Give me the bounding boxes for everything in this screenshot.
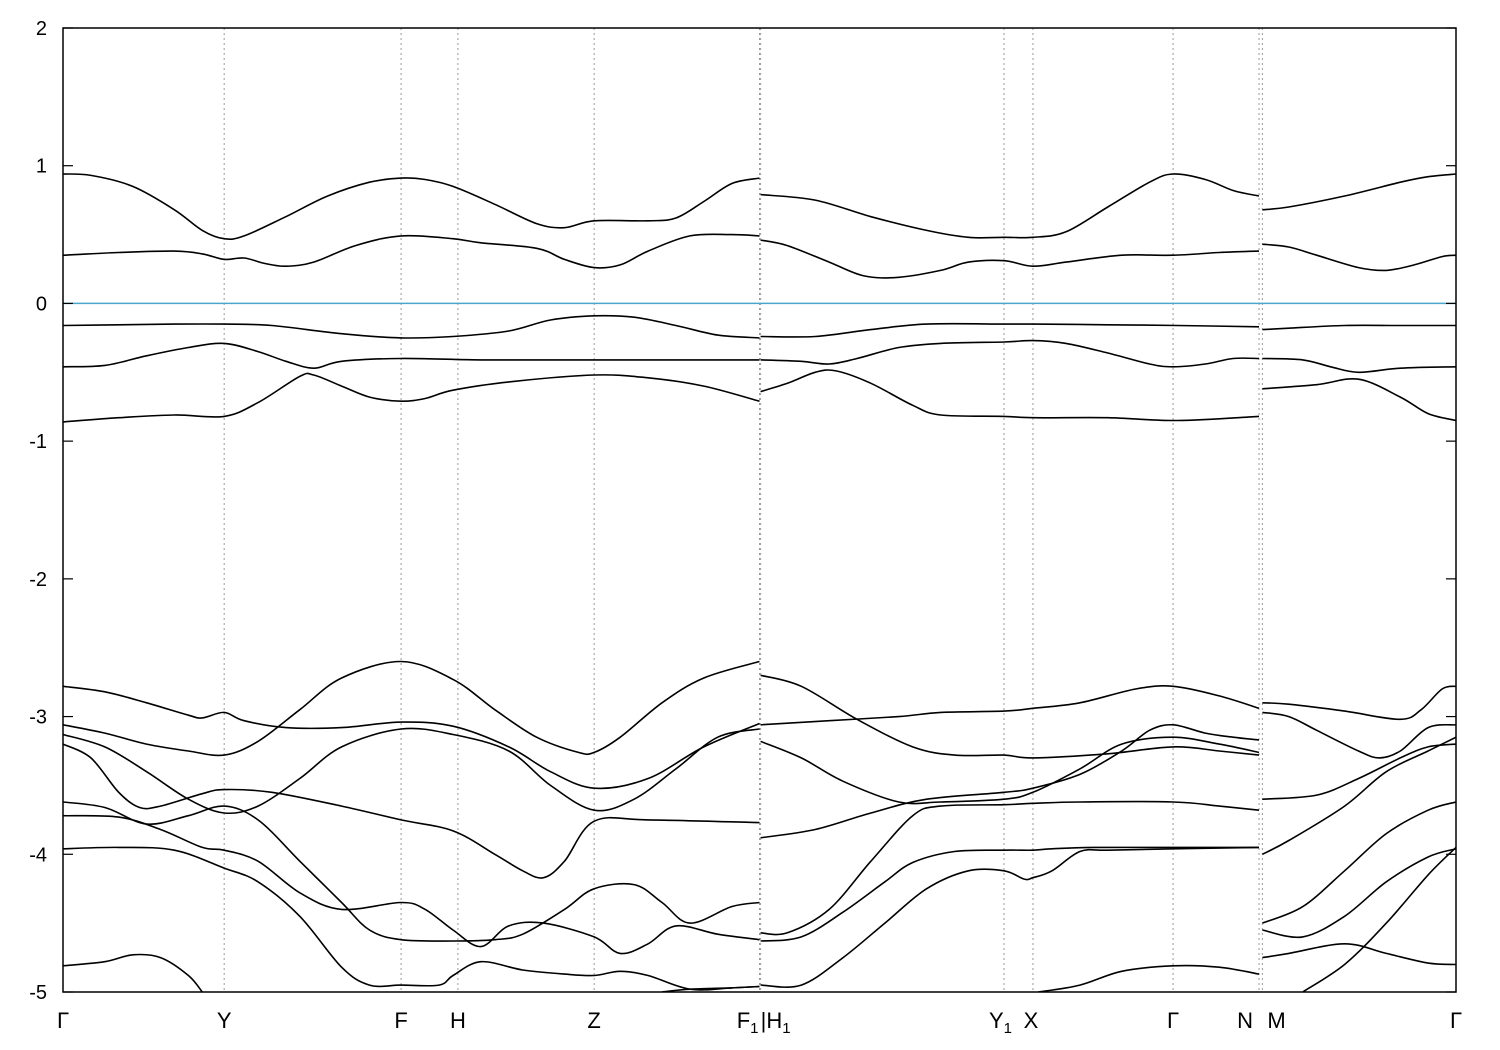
y-tick-label: 2 bbox=[36, 18, 47, 40]
band-lines bbox=[63, 173, 1456, 992]
kpoint-label: M bbox=[1267, 1008, 1285, 1033]
kpoint-label: Y bbox=[217, 1008, 232, 1033]
y-tick-label: -3 bbox=[29, 707, 47, 729]
y-tick-label: -5 bbox=[29, 982, 47, 1004]
band-line bbox=[760, 736, 1260, 805]
band-line bbox=[63, 233, 760, 269]
kpoint-gridlines bbox=[223, 28, 1263, 992]
band-line bbox=[1262, 848, 1456, 939]
y-tick-label: 0 bbox=[36, 293, 47, 315]
band-line bbox=[661, 985, 760, 992]
kpoint-label: Y1 bbox=[989, 1008, 1012, 1037]
band-line bbox=[1262, 377, 1456, 422]
band-line bbox=[760, 846, 1259, 942]
band-line bbox=[760, 173, 1260, 239]
band-line bbox=[1262, 357, 1456, 374]
kpoint-label: F1 bbox=[737, 1008, 759, 1037]
band-line bbox=[1262, 942, 1456, 966]
band-line bbox=[1262, 685, 1456, 721]
kpoint-label: Γ bbox=[57, 1008, 69, 1033]
band-line bbox=[63, 372, 760, 423]
plot-frame bbox=[62, 27, 1457, 993]
kpoint-label: H bbox=[450, 1008, 466, 1033]
band-line bbox=[63, 342, 760, 370]
band-line bbox=[760, 723, 1260, 839]
band-line bbox=[63, 173, 760, 240]
band-line bbox=[1262, 243, 1456, 272]
band-line bbox=[760, 800, 1260, 936]
band-line bbox=[760, 339, 1260, 368]
band-line bbox=[1262, 736, 1456, 856]
band-line bbox=[1262, 743, 1456, 800]
band-line bbox=[1262, 173, 1456, 211]
band-line bbox=[760, 369, 1260, 422]
band-line bbox=[63, 814, 760, 955]
y-tick-label: -2 bbox=[29, 569, 47, 591]
band-line bbox=[760, 846, 1260, 988]
band-line bbox=[1302, 846, 1456, 992]
kpoint-label: X bbox=[1024, 1008, 1039, 1033]
y-tick-label: 1 bbox=[36, 156, 47, 178]
band-line bbox=[63, 801, 760, 942]
x-axis-kpoint-labels: Γ Y F H Z F1 |H1 Y1 X Γ N M Γ bbox=[57, 1008, 1462, 1037]
kpoint-label: N bbox=[1237, 1008, 1253, 1033]
kpoint-label: Γ bbox=[1450, 1008, 1462, 1033]
kpoint-label: |H1 bbox=[761, 1008, 791, 1037]
y-axis-ticks: -5 -4 -3 -2 -1 0 1 2 bbox=[29, 18, 1456, 1004]
band-line bbox=[63, 660, 760, 757]
band-line bbox=[760, 322, 1260, 338]
kpoint-label: F bbox=[394, 1008, 407, 1033]
band-line bbox=[1262, 801, 1456, 924]
band-line bbox=[760, 239, 1260, 279]
kpoint-label: Z bbox=[587, 1008, 600, 1033]
band-line bbox=[63, 314, 760, 339]
band-line bbox=[63, 743, 760, 879]
band-line bbox=[1262, 324, 1456, 331]
band-line bbox=[63, 685, 760, 790]
y-tick-label: -4 bbox=[29, 844, 47, 866]
band-line bbox=[760, 674, 1260, 759]
band-line bbox=[63, 727, 760, 815]
y-tick-label: -1 bbox=[29, 431, 47, 453]
kpoint-label: Γ bbox=[1167, 1008, 1179, 1033]
band-line bbox=[1262, 711, 1456, 759]
band-line bbox=[1037, 964, 1260, 992]
band-line bbox=[63, 953, 203, 992]
band-line bbox=[760, 685, 1260, 726]
band-line bbox=[63, 846, 760, 991]
